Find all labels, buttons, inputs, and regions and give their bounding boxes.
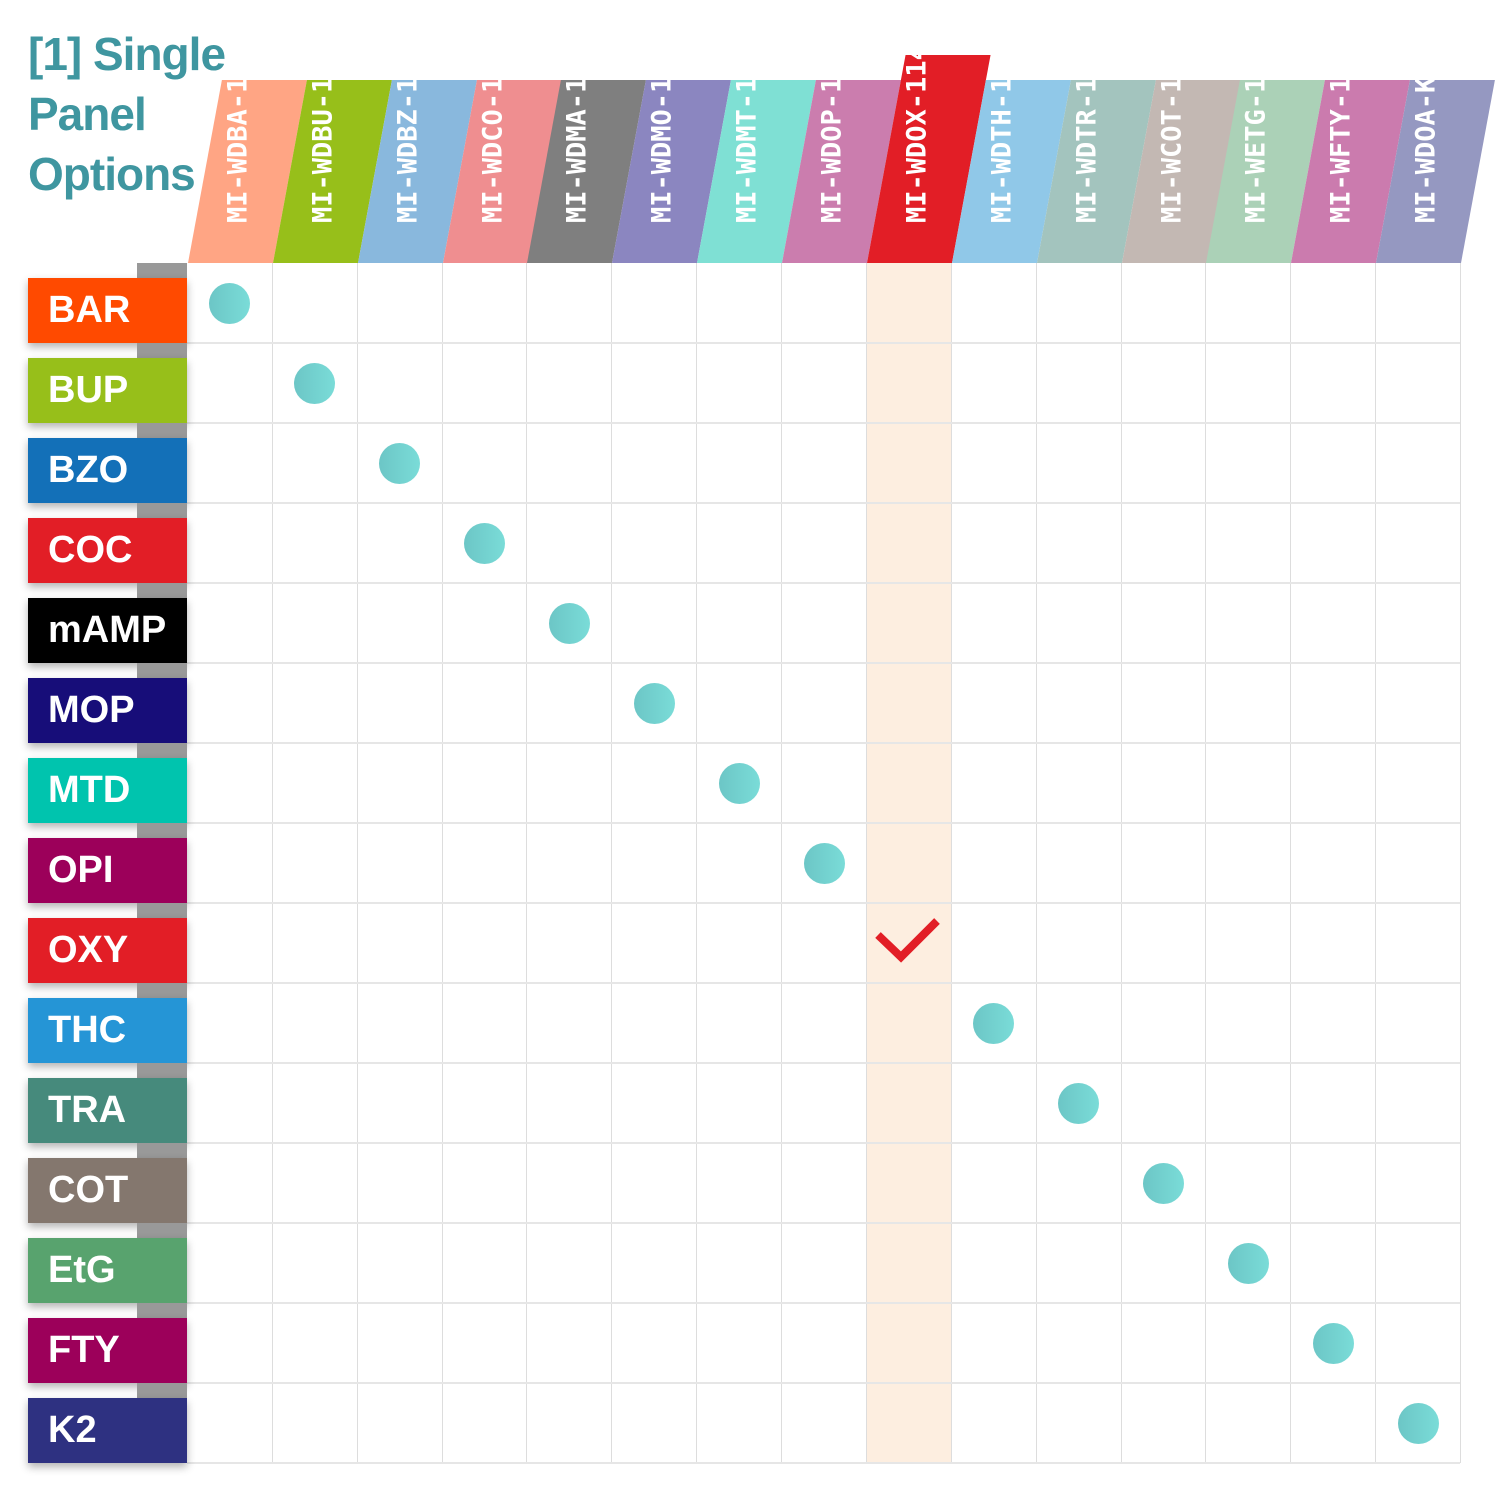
page-title: [1] Single Panel Options [28,24,226,204]
panel-grid [187,263,1461,1464]
grid-line [187,342,1460,344]
column-header-label: MI-WDMO-114 [646,44,678,223]
included-dot-icon [294,363,336,404]
grid-line [441,263,443,1463]
included-dot-icon [209,283,251,324]
column-header-label: MI-WDOP-114 [815,44,847,223]
row-label-bup[interactable]: BUP [28,358,187,423]
column-header-label: MI-WDOA-K2 [1410,60,1442,223]
included-dot-icon [1142,1163,1184,1204]
column-header-label: MI-WDBA-114 [221,44,253,223]
included-dot-icon [464,523,506,564]
grid-line [1375,263,1377,1463]
grid-line [611,263,613,1463]
row-label-etg[interactable]: EtG [28,1238,187,1303]
grid-line [187,1462,1460,1464]
included-dot-icon [1312,1323,1354,1364]
included-dot-icon [1227,1243,1269,1284]
grid-line [187,982,1460,984]
column-header-label: MI-WDTH-114 [985,44,1017,223]
grid-line [187,1142,1460,1144]
column-header-label: MI-WDMA-114 [561,44,593,223]
grid-line [356,263,358,1463]
row-label-thc[interactable]: THC [28,998,187,1063]
column-header-label: MI-WETG-114 [1240,44,1272,223]
title-line: [1] Single [28,28,226,80]
grid-line [526,263,528,1463]
grid-line [187,1302,1460,1304]
title-line: Panel [28,88,147,140]
row-label-mop[interactable]: MOP [28,678,187,743]
included-dot-icon [718,763,760,804]
checkmark-icon [873,915,943,965]
column-header-label: MI-WCOT-114 [1155,44,1187,223]
grid-line [187,822,1460,824]
grid-line [1205,263,1207,1463]
row-label-opi[interactable]: OPI [28,838,187,903]
column-header-label: MI-WDBU-114 [306,44,338,223]
included-dot-icon [379,443,421,484]
included-dot-icon [973,1003,1015,1044]
grid-line [187,502,1460,504]
highlighted-column [865,263,951,1463]
grid-line [1290,263,1292,1463]
grid-line [950,263,952,1463]
included-dot-icon [1397,1403,1439,1444]
row-label-bzo[interactable]: BZO [28,438,187,503]
included-dot-icon [1058,1083,1100,1124]
included-dot-icon [633,683,675,724]
row-label-tra[interactable]: TRA [28,1078,187,1143]
row-label-bar[interactable]: BAR [28,278,187,343]
grid-line [187,422,1460,424]
included-dot-icon [548,603,590,644]
grid-line [1035,263,1037,1463]
row-label-mamp[interactable]: mAMP [28,598,187,663]
grid-line [271,263,273,1463]
row-label-cot[interactable]: COT [28,1158,187,1223]
column-header-label: MI-WDOX-114 [900,44,932,223]
grid-line [187,1382,1460,1384]
column-header-label: MI-WDCO-114 [476,44,508,223]
row-label-mtd[interactable]: MTD [28,758,187,823]
grid-line [187,902,1460,904]
column-header-label: MI-WDBZ-114 [391,44,423,223]
grid-line [187,1222,1460,1224]
grid-line [781,263,783,1463]
included-dot-icon [803,843,845,884]
grid-line [865,263,867,1463]
grid-line [187,582,1460,584]
row-label-coc[interactable]: COC [28,518,187,583]
column-header-label: MI-WFTY-114 [1325,44,1357,223]
grid-line [696,263,698,1463]
grid-line [1120,263,1122,1463]
row-label-k2[interactable]: K2 [28,1398,187,1463]
column-header-label: MI-WDMT-114 [731,44,763,223]
row-label-oxy[interactable]: OXY [28,918,187,983]
row-label-fty[interactable]: FTY [28,1318,187,1383]
grid-line [187,662,1460,664]
column-header-label: MI-WDTR-114 [1070,44,1102,223]
grid-line [187,1062,1460,1064]
grid-line [1460,263,1461,1463]
title-line: Options [28,148,196,200]
grid-line [187,742,1460,744]
